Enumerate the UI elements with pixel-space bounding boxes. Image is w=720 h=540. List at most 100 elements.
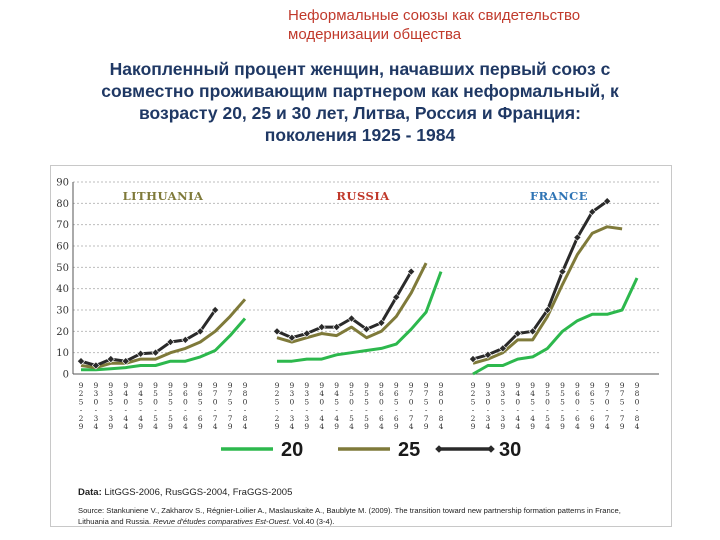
x-tick-label: 9 6 5 -6 9 xyxy=(394,381,399,431)
data-note-text: LitGGS-2006, RusGGS-2004, FraGGS-2005 xyxy=(101,487,293,498)
x-tick-label: 9 3 5 -3 9 xyxy=(500,381,505,431)
series-line-russia-25 xyxy=(276,262,428,344)
legend-marker-30 xyxy=(487,445,495,453)
x-tick-label: 9 4 5 -4 9 xyxy=(138,381,143,431)
x-tick-label: 9 8 0 -8 4 xyxy=(243,381,248,431)
x-tick-label: 9 4 5 -4 9 xyxy=(530,381,535,431)
x-tick-label: 9 3 5 -3 9 xyxy=(304,381,309,431)
y-tick-label: 80 xyxy=(56,199,69,210)
x-tick-label: 9 3 5 -3 9 xyxy=(108,381,113,431)
data-point-russia-30 xyxy=(347,314,356,323)
data-point-lithuania-30 xyxy=(91,361,100,370)
line-chart: 0 10 20 30 40 50 60 70 80 90 LITHUANIA 9 2 5 -2 9 9 3 0 -3 4… xyxy=(56,178,659,461)
data-point-lithuania-30 xyxy=(76,357,86,366)
data-point-france-30 xyxy=(573,233,582,242)
source-text: Source: Stankuniene V., Zakharov S., Rég… xyxy=(78,506,621,526)
series-line-russia-30 xyxy=(276,270,413,340)
header-line-1: Неформальные союзы как свидетельство xyxy=(288,7,581,24)
x-tick-label: 9 8 0 -8 4 xyxy=(439,381,444,431)
data-point-russia-30 xyxy=(377,318,386,327)
x-tick-label: 9 3 0 -3 4 xyxy=(486,381,491,431)
panel-label-russia: RUSSIA xyxy=(336,189,390,203)
x-tick-label: 9 4 0 -4 4 xyxy=(515,381,520,431)
x-tick-label: 9 7 0 -7 4 xyxy=(605,381,610,431)
x-tick-label: 9 5 5 -5 9 xyxy=(168,381,173,431)
series-line-france-25 xyxy=(472,225,623,365)
series-line-france-20 xyxy=(472,277,639,376)
x-tick-label: 9 2 5 -2 9 xyxy=(275,381,280,431)
legend-marker-30 xyxy=(435,445,443,453)
x-tick-label: 9 8 0 -8 4 xyxy=(635,381,640,431)
x-tick-label: 9 2 5 -2 9 xyxy=(79,381,84,431)
source-journal: Revue d'études comparatives Est-Ouest xyxy=(153,517,289,526)
data-note-label: Data: xyxy=(78,487,102,498)
series-line-france-30 xyxy=(472,199,609,361)
y-tick-label: 30 xyxy=(56,306,69,317)
x-tick-label: 9 5 0 -5 4 xyxy=(545,381,550,431)
series-line-lithuania-30 xyxy=(80,309,217,367)
x-tick-label: 9 4 0 -4 4 xyxy=(319,381,324,431)
data-point-russia-30 xyxy=(362,325,371,334)
data-note: Data: LitGGS-2006, RusGGS-2004, FraGGS-2… xyxy=(78,487,292,498)
x-tick-label: 9 6 0 -6 4 xyxy=(183,381,188,431)
y-tick-label: 10 xyxy=(56,348,69,359)
x-tick-label: 9 7 0 -7 4 xyxy=(213,381,218,431)
panel-label-lithuania: LITHUANIA xyxy=(123,189,204,203)
data-point-lithuania-30 xyxy=(121,357,130,366)
data-point-france-30 xyxy=(558,267,567,276)
x-tick-label: 9 5 5 -5 9 xyxy=(364,381,369,431)
slide-title: Накопленный процент женщин, начавших пер… xyxy=(30,58,690,146)
x-tick-label: 9 7 0 -7 4 xyxy=(409,381,414,431)
x-tick-label: 9 7 5 -7 9 xyxy=(424,381,429,431)
x-tick-label: 9 3 0 -3 4 xyxy=(94,381,99,431)
title-line-1: Накопленный процент женщин, начавших пер… xyxy=(109,59,611,79)
x-tick-label: 9 6 5 -6 9 xyxy=(198,381,203,431)
header-line-2: модернизации общества xyxy=(288,26,462,43)
data-point-russia-30 xyxy=(317,323,326,332)
x-tick-label: 9 7 5 -7 9 xyxy=(620,381,625,431)
panel-label-france: FRANCE xyxy=(530,189,588,203)
data-point-russia-30 xyxy=(332,323,341,332)
chart-figure: 0 10 20 30 40 50 60 70 80 90 LITHUANIA 9 2 5 -2 9 9 3 0 -3 4… xyxy=(50,165,672,527)
x-tick-label: 9 7 5 -7 9 xyxy=(228,381,233,431)
x-tick-label: 9 6 0 -6 4 xyxy=(575,381,580,431)
y-tick-label: 60 xyxy=(56,242,69,253)
source-end: . Vol.40 (3-4). xyxy=(288,517,335,526)
data-point-france-30 xyxy=(543,305,552,315)
x-tick-label: 9 4 0 -4 4 xyxy=(123,381,128,431)
data-point-lithuania-30 xyxy=(151,348,160,357)
data-point-russia-30 xyxy=(272,327,282,336)
data-point-lithuania-30 xyxy=(196,327,205,336)
y-tick-label: 40 xyxy=(56,284,69,295)
x-tick-label: 9 2 5 -2 9 xyxy=(471,381,476,431)
title-line-4: поколения 1925 - 1984 xyxy=(264,125,456,145)
source-note: Source: Stankuniene V., Zakharov S., Rég… xyxy=(78,505,648,527)
data-point-lithuania-30 xyxy=(181,335,190,344)
data-point-lithuania-30 xyxy=(106,355,115,364)
x-tick-label: 9 5 0 -5 4 xyxy=(153,381,158,431)
x-tick-label: 9 3 0 -3 4 xyxy=(290,381,295,431)
y-tick-label: 20 xyxy=(56,327,69,338)
y-tick-label: 0 xyxy=(63,370,69,381)
series-line-russia-20 xyxy=(277,271,443,363)
y-tick-label: 50 xyxy=(56,263,69,274)
data-point-lithuania-30 xyxy=(211,305,220,315)
data-point-france-30 xyxy=(483,350,492,359)
data-point-france-30 xyxy=(528,327,537,336)
data-point-france-30 xyxy=(603,197,612,206)
data-point-lithuania-30 xyxy=(136,349,145,358)
legend-label-25: 25 xyxy=(398,439,420,461)
data-point-russia-30 xyxy=(302,329,311,338)
legend-label-20: 20 xyxy=(281,439,303,461)
y-tick-label: 90 xyxy=(56,178,69,189)
title-line-3: возрасту 20, 25 и 30 лет, Литва, Россия … xyxy=(139,103,581,123)
data-point-russia-30 xyxy=(287,333,296,342)
data-point-lithuania-30 xyxy=(166,337,175,347)
title-line-2: совместно проживающим партнером как нефо… xyxy=(101,81,619,101)
series-line-lithuania-20 xyxy=(81,317,247,372)
data-point-france-30 xyxy=(588,207,597,216)
x-tick-label: 9 6 5 -6 9 xyxy=(590,381,595,431)
x-tick-label: 9 6 0 -6 4 xyxy=(379,381,384,431)
x-tick-label: 9 5 0 -5 4 xyxy=(349,381,354,431)
y-tick-label: 70 xyxy=(56,220,69,231)
